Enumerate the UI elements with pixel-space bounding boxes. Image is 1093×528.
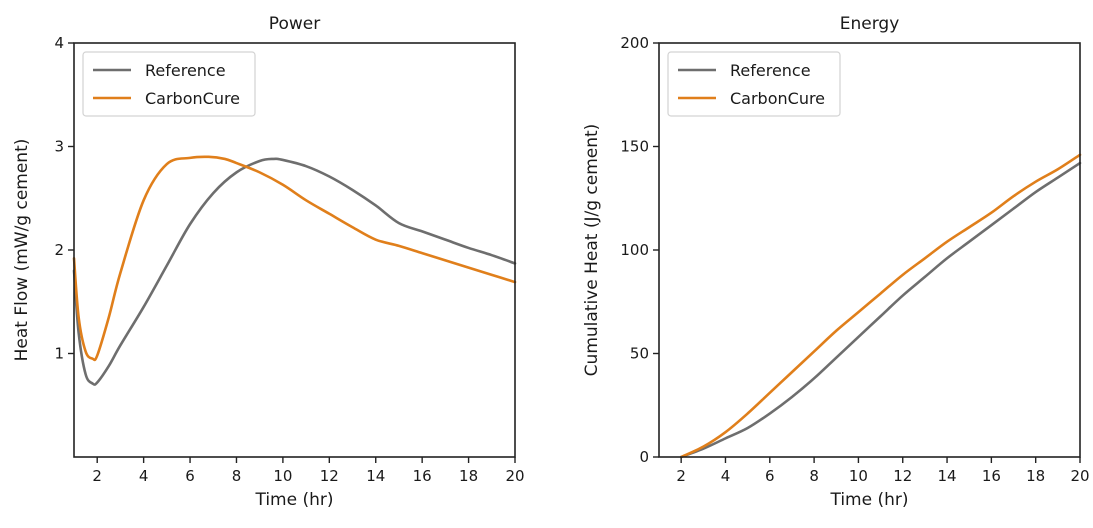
energy-y-ticks: 0 50 100 150 200 — [620, 34, 659, 466]
power-x-tick-label: 18 — [459, 467, 478, 485]
energy-legend-label-0: Reference — [730, 61, 811, 80]
energy-series-group — [679, 153, 1082, 459]
power-x-tick-label: 16 — [413, 467, 432, 485]
energy-y-tick-label: 50 — [630, 345, 649, 363]
power-x-tick-label: 4 — [139, 467, 149, 485]
energy-series-line-carboncure — [679, 153, 1082, 459]
power-x-ticks: 2 4 6 8 10 12 14 16 18 20 — [92, 457, 525, 485]
power-legend-label-1: CarbonCure — [145, 89, 240, 108]
power-x-tick-label: 20 — [505, 467, 524, 485]
energy-y-axis-label: Cumulative Heat (J/g cement) — [582, 124, 602, 377]
power-series-line-reference — [72, 157, 517, 386]
power-y-ticks: 1 2 3 4 — [54, 34, 74, 363]
energy-x-tick-label: 4 — [721, 467, 731, 485]
energy-x-tick-label: 8 — [809, 467, 819, 485]
power-series-line-carboncure — [72, 155, 517, 362]
energy-y-tick-label: 200 — [620, 34, 649, 52]
energy-y-tick-label: 150 — [620, 138, 649, 156]
energy-y-tick-label: 0 — [639, 448, 649, 466]
energy-legend-box — [667, 51, 841, 117]
energy-legend-label-1: CarbonCure — [730, 89, 825, 108]
energy-x-ticks: 2 4 6 8 10 12 14 16 18 20 — [676, 457, 1090, 485]
energy-chart-title: Energy — [840, 14, 900, 34]
power-y-tick-label: 1 — [54, 345, 64, 363]
power-chart-title: Power — [269, 14, 320, 34]
power-x-tick-label: 14 — [366, 467, 385, 485]
energy-y-tick-label: 100 — [620, 241, 649, 259]
power-x-axis-label: Time (hr) — [254, 490, 333, 510]
power-y-axis-label: Heat Flow (mW/g cement) — [12, 139, 32, 362]
power-x-tick-label: 6 — [185, 467, 195, 485]
energy-x-tick-label: 16 — [982, 467, 1001, 485]
energy-x-axis-label: Time (hr) — [829, 490, 908, 510]
energy-x-tick-label: 2 — [676, 467, 686, 485]
energy-legend: Reference CarbonCure — [667, 51, 841, 117]
power-x-tick-label: 2 — [92, 467, 102, 485]
energy-x-tick-label: 18 — [1026, 467, 1045, 485]
energy-x-tick-label: 6 — [765, 467, 775, 485]
power-legend: Reference CarbonCure — [82, 51, 256, 117]
power-y-tick-label: 2 — [54, 241, 64, 259]
energy-x-tick-label: 12 — [893, 467, 912, 485]
power-y-tick-label: 4 — [54, 34, 64, 52]
energy-x-tick-label: 20 — [1070, 467, 1089, 485]
power-series-group — [72, 155, 517, 386]
energy-x-tick-label: 10 — [849, 467, 868, 485]
power-y-tick-label: 3 — [54, 138, 64, 156]
power-x-tick-label: 10 — [273, 467, 292, 485]
energy-series-line-reference — [679, 161, 1082, 459]
power-x-tick-label: 8 — [232, 467, 242, 485]
power-x-tick-label: 12 — [320, 467, 339, 485]
power-legend-box — [82, 51, 256, 117]
power-legend-label-0: Reference — [145, 61, 226, 80]
energy-x-tick-label: 14 — [938, 467, 957, 485]
